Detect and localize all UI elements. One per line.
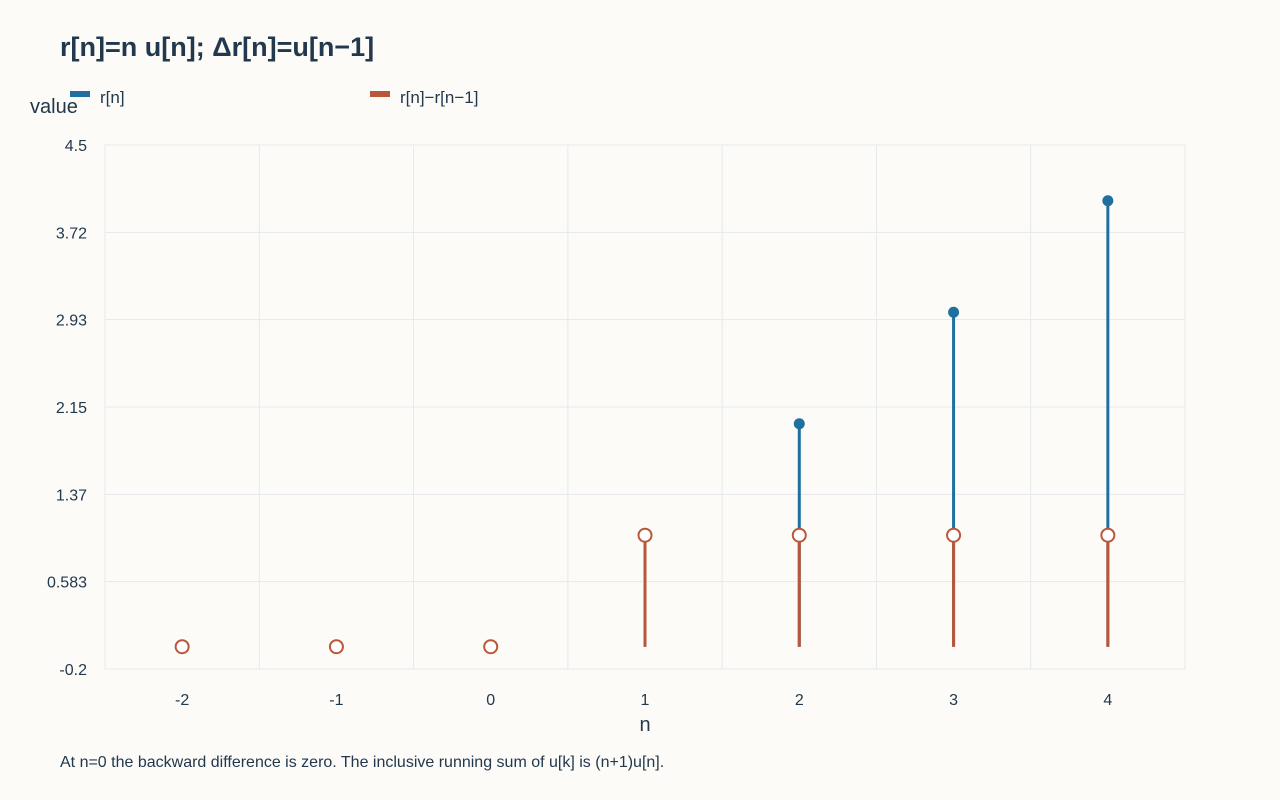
marker-r <box>793 418 805 430</box>
marker-diff <box>483 639 499 655</box>
x-tick-label: 0 <box>486 692 495 709</box>
y-tick-label: 4.5 <box>65 138 87 155</box>
marker-r <box>948 306 960 318</box>
x-tick-label: 2 <box>795 692 804 709</box>
x-tick-label: 3 <box>949 692 958 709</box>
x-tick-label: 1 <box>641 692 650 709</box>
y-tick-label: 0.583 <box>47 575 87 592</box>
x-axis-label: n <box>639 714 651 736</box>
x-tick-label: -1 <box>329 692 343 709</box>
legend-swatch-r <box>70 91 90 97</box>
x-tick-label: 4 <box>1103 692 1112 709</box>
marker-diff <box>637 527 653 543</box>
y-tick-label: -0.2 <box>59 662 87 679</box>
marker-r <box>1102 195 1114 207</box>
marker-diff <box>174 639 190 655</box>
y-tick-label: 2.15 <box>56 400 87 417</box>
chart-title: r[n]=n u[n]; Δr[n]=u[n−1] <box>60 32 375 62</box>
legend-swatch-diff <box>370 91 390 97</box>
y-axis-label: value <box>30 96 78 118</box>
marker-diff <box>946 527 962 543</box>
marker-diff <box>1100 527 1116 543</box>
marker-diff <box>328 639 344 655</box>
marker-diff <box>791 527 807 543</box>
y-tick-label: 2.93 <box>56 313 87 330</box>
y-tick-label: 3.72 <box>56 225 87 242</box>
chart-caption: At n=0 the backward difference is zero. … <box>60 754 665 771</box>
legend-label-diff: r[n]−r[n−1] <box>400 88 479 107</box>
y-tick-label: 1.37 <box>56 487 87 504</box>
x-tick-label: -2 <box>175 692 189 709</box>
legend-label-r: r[n] <box>100 88 125 107</box>
